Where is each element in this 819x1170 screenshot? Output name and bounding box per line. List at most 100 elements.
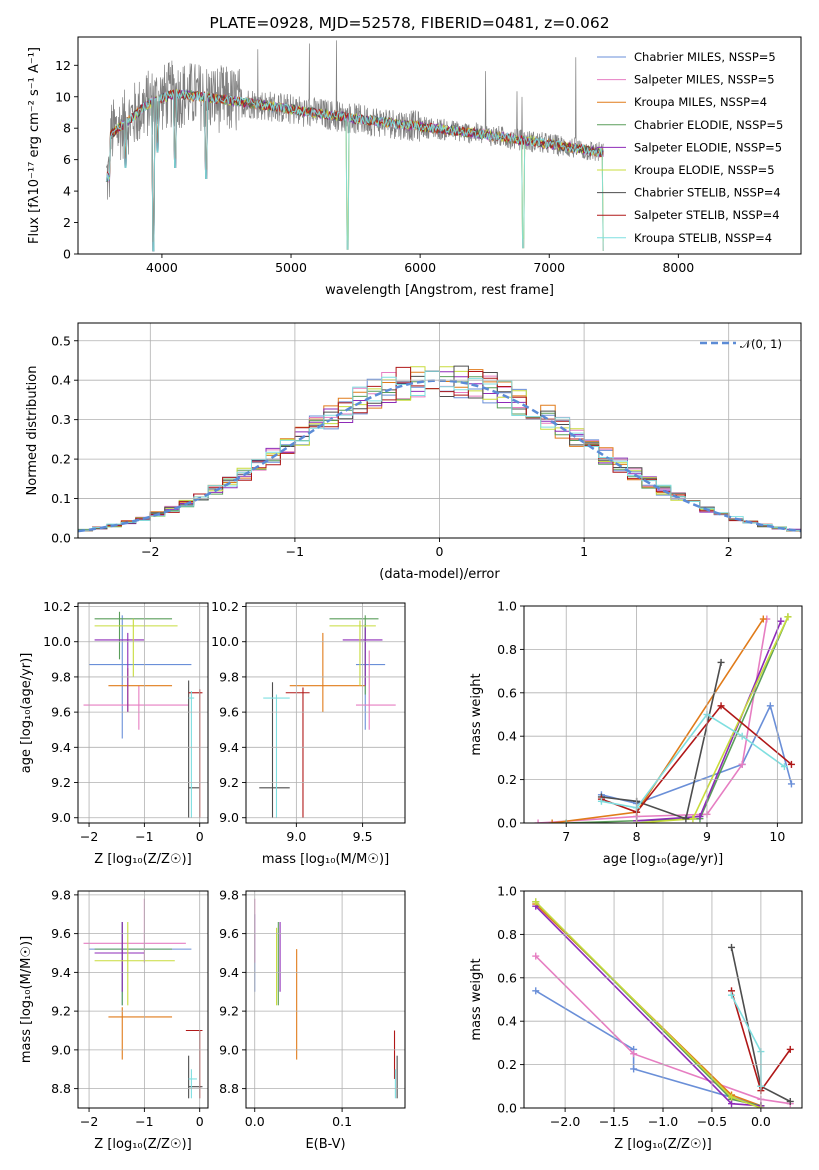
- mass-weight-marker: [787, 760, 795, 768]
- mass-weight-marker: [766, 702, 774, 710]
- y-tick-label: 9.4: [51, 740, 71, 755]
- y-tick-label: 0.2: [51, 452, 71, 467]
- x-axis-label: age [log₁₀(age/yr)]: [603, 852, 724, 867]
- plot-area-mass-weight-vs-age: [534, 613, 795, 823]
- plot-area-mass-vs-EBV: [254, 898, 398, 1099]
- y-tick-label: 9.4: [219, 965, 239, 980]
- error-bar-point: [188, 1055, 203, 1099]
- y-tick-label: 9.8: [51, 669, 71, 684]
- plot-area-mass-weight-vs-Z: [532, 898, 794, 1108]
- mass-weight-marker: [780, 763, 788, 771]
- x-axis-label: E(B-V): [305, 1137, 345, 1152]
- error-bar-point: [108, 1007, 173, 1060]
- x-tick-label: 0: [196, 1114, 204, 1129]
- x-tick-label: −1: [135, 829, 153, 844]
- mass-weight-marker: [696, 812, 704, 820]
- x-axis-label: Z [log₁₀(Z/Z☉)]: [94, 852, 191, 867]
- x-tick-label: 7000: [533, 260, 565, 275]
- x-tick-label: −1.5: [599, 1114, 629, 1129]
- y-tick-label: 9.2: [219, 1004, 239, 1019]
- axes-frame: [77, 890, 209, 1109]
- legend-entry: Chabrier MILES, NSSP=5: [634, 50, 776, 64]
- plot-area-age-vs-Z: [83, 611, 203, 818]
- plot-area-mass-vs-Z: [83, 898, 203, 1099]
- y-tick-label: 10: [55, 89, 71, 104]
- error-bar-point: [89, 922, 192, 1006]
- y-axis-label: Normed distribution: [25, 366, 40, 496]
- mass-weight-marker: [532, 987, 540, 995]
- x-axis-label: mass [log₁₀(M/M☉)]: [262, 852, 389, 867]
- axes-frame: [245, 602, 406, 824]
- legend-entry: Kroupa STELIB, NSSP=4: [634, 231, 772, 245]
- axes-frame: [523, 605, 803, 824]
- y-tick-label: 0.1: [51, 491, 71, 506]
- error-bar-point: [289, 632, 366, 713]
- panel-age-vs-mass: 9.0 9.5 9.0 9.2 9.4 9.6 9.8 10.0 10.2 mass [log₁₀…: [211, 599, 406, 867]
- y-tick-label: 0.4: [497, 729, 517, 744]
- y-tick-label: 9.4: [51, 965, 71, 980]
- panel-mass-vs-EBV: 0.0 0.1 8.8 9.0 9.2 9.4 9.6 9.8 E(B-V): [219, 887, 406, 1152]
- mass-weight-line: [601, 713, 785, 809]
- mass-weight-marker: [630, 1065, 638, 1073]
- mass-weight-marker: [597, 797, 605, 805]
- panel-age-vs-Z: −2 −1 0 9.0 9.2 9.4 9.6 9.8 10.0 10.2 Z [log₁₀(Z/Z…: [19, 599, 209, 867]
- y-tick-label: 0.0: [497, 816, 517, 831]
- mass-weight-marker: [728, 991, 736, 999]
- error-bar-point: [259, 682, 290, 818]
- x-tick-label: −2: [80, 829, 98, 844]
- plot-area-spectrum: [105, 40, 604, 252]
- y-tick-label: 9.6: [51, 926, 71, 941]
- mass-weight-marker: [738, 760, 746, 768]
- y-tick-label: 6: [63, 152, 71, 167]
- x-tick-label: 4000: [146, 260, 178, 275]
- observed-spectrum: [106, 40, 604, 200]
- y-tick-label: 9.0: [219, 1042, 239, 1057]
- y-tick-label: 0.4: [497, 1014, 517, 1029]
- x-tick-label: 10: [769, 829, 785, 844]
- error-bar-point: [94, 922, 175, 1006]
- y-tick-label: 9.0: [51, 810, 71, 825]
- x-tick-label: 5000: [275, 260, 307, 275]
- y-tick-label: 12: [55, 58, 71, 73]
- mass-weight-marker: [717, 702, 725, 710]
- x-tick-label: 6000: [404, 260, 436, 275]
- x-tick-label: 0.0: [751, 1114, 771, 1129]
- x-tick-label: −1: [286, 544, 304, 559]
- y-tick-label: 0.0: [51, 531, 71, 546]
- mass-weight-marker: [777, 617, 785, 625]
- y-tick-label: 8.8: [51, 1081, 71, 1096]
- y-tick-label: 0.5: [51, 333, 71, 348]
- panel-residuals: −2 −1 0 1 2 0.0 0.1 0.2 0.3 0.4 0.5 (data-model)/er…: [25, 322, 802, 582]
- y-tick-label: 9.6: [51, 705, 71, 720]
- mass-weight-marker: [728, 943, 736, 951]
- error-bar-point: [263, 694, 290, 818]
- y-tick-label: 0: [63, 247, 71, 262]
- error-bar-point: [329, 620, 376, 686]
- mass-weight-marker: [689, 815, 697, 823]
- mass-weight-marker: [548, 819, 556, 823]
- mass-weight-marker: [728, 1100, 736, 1108]
- y-tick-label: 0.2: [497, 1057, 517, 1072]
- model-spectrum-line: [105, 88, 604, 252]
- mass-weight-marker: [630, 1050, 638, 1058]
- y-tick-label: 2: [63, 215, 71, 230]
- y-tick-label: 4: [63, 184, 71, 199]
- x-tick-label: 7: [562, 829, 570, 844]
- mass-weight-marker: [787, 780, 795, 788]
- y-tick-label: 9.6: [219, 926, 239, 941]
- y-tick-label: 0.4: [51, 373, 71, 388]
- mass-weight-marker: [759, 615, 767, 623]
- y-tick-label: 9.0: [51, 1042, 71, 1057]
- y-tick-label: 10.2: [43, 599, 71, 614]
- mass-weight-marker: [717, 658, 725, 666]
- legend-entry: 𝒩(0, 1): [740, 337, 782, 351]
- y-tick-label: 9.8: [51, 887, 71, 902]
- error-bar-point: [329, 615, 379, 695]
- y-tick-label: 9.2: [219, 775, 239, 790]
- y-tick-label: 9.8: [219, 887, 239, 902]
- mass-weight-marker: [532, 898, 540, 906]
- legend-entry: Salpeter MILES, NSSP=5: [634, 73, 775, 87]
- error-bar-point: [188, 680, 200, 818]
- mass-weight-line: [566, 616, 789, 823]
